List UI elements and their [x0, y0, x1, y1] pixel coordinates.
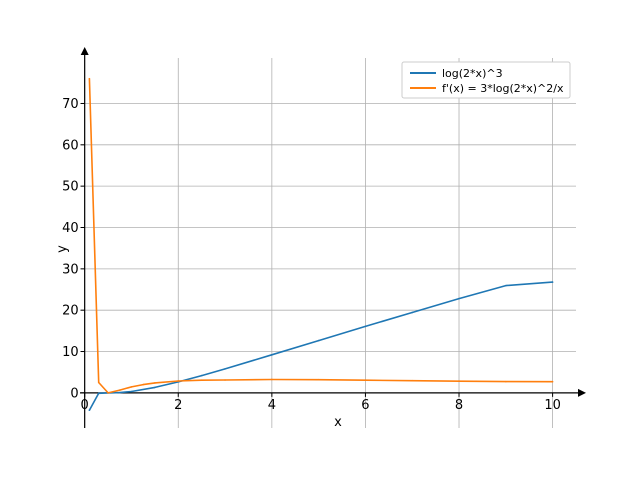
y-tick-label-2: 20	[62, 304, 79, 319]
series-line-2	[88, 78, 553, 394]
y-tick-label-0: 0	[70, 386, 78, 401]
y-axis-arrow-icon	[80, 47, 89, 55]
y-tick-label-1: 10	[62, 345, 79, 360]
series-2-point-0	[88, 77, 91, 80]
series-1-point-3	[118, 391, 121, 394]
series-1-point-0	[88, 409, 91, 412]
series-1-point-12	[411, 311, 414, 314]
legend: log(2*x)^3 f'(x) = 3*log(2*x)^2/x	[401, 61, 571, 99]
series-1-point-9	[271, 354, 273, 356]
x-tick-label-0: 0	[81, 398, 89, 413]
series-line-1	[88, 281, 553, 411]
series-2-point-15	[505, 380, 507, 383]
series-2-point-13	[411, 379, 414, 382]
legend-box	[401, 61, 571, 99]
series-1-point-13	[458, 297, 460, 300]
series-1-point-15	[551, 281, 554, 283]
series-1-point-7	[200, 374, 203, 377]
series-2-point-12	[364, 379, 367, 381]
series-2-point-9	[224, 379, 226, 381]
y-tick-label-7: 70	[62, 97, 79, 112]
series-1-point-14	[505, 284, 507, 287]
series-2-point-16	[551, 380, 554, 383]
x-tick-label-2: 4	[268, 398, 276, 413]
series-1-point-8	[224, 368, 226, 370]
y-axis-label: y	[55, 245, 70, 253]
series-1-point-4	[130, 390, 133, 393]
ticks: 0 2 4 6 8 10 0 10 20 30 40 50 60 70	[62, 97, 561, 413]
axes	[80, 47, 586, 428]
series-2-point-1	[97, 381, 100, 384]
x-axis-arrow-icon	[578, 388, 586, 397]
series-2-point-5	[142, 383, 144, 386]
series-2-point-7	[177, 380, 180, 382]
legend-label-series-2: f'(x) = 3*log(2*x)^2/x	[442, 82, 564, 95]
legend-label-series-1: log(2*x)^3	[442, 67, 503, 80]
y-tick-label-4: 40	[62, 221, 79, 236]
series-1-point-10	[317, 339, 320, 342]
x-tick-label-3: 6	[361, 398, 369, 413]
x-axis-label: x	[334, 415, 342, 430]
x-tick-label-5: 10	[544, 398, 561, 413]
x-tick-label-4: 8	[455, 398, 463, 413]
y-tick-label-3: 30	[62, 262, 79, 277]
series-2-point-14	[458, 380, 460, 382]
series-1-point-11	[364, 325, 367, 328]
series	[88, 77, 554, 412]
series-2-point-2	[107, 392, 109, 394]
series-2-point-10	[271, 378, 273, 381]
series-2-point-4	[130, 386, 133, 388]
grid	[80, 58, 576, 428]
y-tick-label-6: 60	[62, 138, 79, 153]
series-1-point-1	[97, 392, 100, 395]
series-2-point-3	[118, 389, 121, 391]
series-2-point-11	[317, 378, 320, 381]
x-tick-label-1: 2	[174, 398, 182, 413]
series-1-point-5	[154, 386, 156, 389]
y-tick-label-5: 50	[62, 180, 79, 195]
series-2-point-8	[200, 379, 203, 382]
series-2-point-6	[154, 382, 156, 384]
